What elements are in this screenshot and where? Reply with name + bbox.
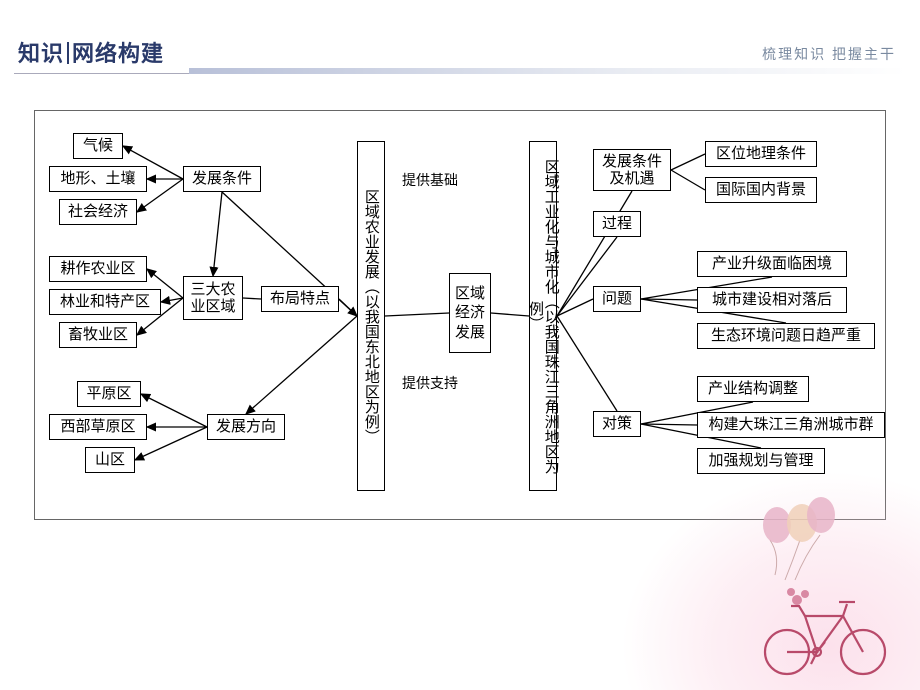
node-terrain: 地形、土壤 xyxy=(49,166,147,192)
node-forestry: 林业和特产区 xyxy=(49,289,161,315)
edge-ind_v-problem xyxy=(557,299,593,316)
node-mountain: 山区 xyxy=(85,447,135,473)
node-upgrade: 产业升级面临困境 xyxy=(697,251,847,277)
node-process: 过程 xyxy=(593,211,641,237)
node-grassland: 西部草原区 xyxy=(49,414,147,440)
diagram-frame: 气候地形、土壤社会经济 发展条件耕作农业区林业和特产区畜牧业区 三大农业区域布局特点… xyxy=(34,110,886,520)
bicycle-icon xyxy=(755,580,895,680)
node-restruct: 产业结构调整 xyxy=(697,376,809,402)
edge-devcond-threezone xyxy=(213,192,222,276)
node-planmgmt: 加强规划与管理 xyxy=(697,448,825,474)
header-gradient xyxy=(189,68,906,74)
edge-agri_v-econ_v xyxy=(385,313,449,316)
node-climate: 气候 xyxy=(73,133,123,159)
node-agri_v: 区域农业发展（以我国东北地区为例） xyxy=(357,141,385,491)
node-prdcity: 构建大珠江三角洲城市群 xyxy=(697,412,885,438)
edge-opp-geoloc xyxy=(671,154,705,170)
node-ind_v: 区域工业化与城市化（以我国珠江三角洲地区为例） xyxy=(529,141,557,491)
node-intlbg: 国际国内背景 xyxy=(705,177,817,203)
header: 知识网络构建 梳理知识 把握主干 xyxy=(14,34,906,74)
title-right: 网络构建 xyxy=(72,41,164,66)
edge-devdir-plain xyxy=(141,394,207,427)
edge-agri_v-devdir xyxy=(246,316,357,414)
header-subtitle: 梳理知识 把握主干 xyxy=(762,44,896,64)
node-econ_v: 区域经济发展 xyxy=(449,273,491,353)
node-livestock: 畜牧业区 xyxy=(59,322,137,348)
edge-econ_v-ind_v xyxy=(491,313,529,316)
node-opp: 发展条件及机遇 xyxy=(593,149,671,191)
node-devcond: 发展条件 xyxy=(183,166,261,192)
node-envworse: 生态环境问题日趋严重 xyxy=(697,323,875,349)
edge-layout-agri_v xyxy=(339,299,357,316)
edge-label-agri_v-devdir: 提供支持 xyxy=(402,373,458,393)
node-problem: 问题 xyxy=(593,286,641,312)
edge-problem-citylate xyxy=(641,299,697,300)
node-plain: 平原区 xyxy=(77,381,141,407)
edge-layout-threezone xyxy=(243,298,261,299)
title-left: 知识 xyxy=(18,41,64,66)
node-layout: 布局特点 xyxy=(261,286,339,312)
node-devdir: 发展方向 xyxy=(207,414,285,440)
node-strategy: 对策 xyxy=(593,411,641,437)
edge-threezone-forestry xyxy=(161,298,183,302)
node-socioecon: 社会经济 xyxy=(59,199,137,225)
edge-strategy-prdcity xyxy=(641,424,697,425)
node-threezone: 三大农业区域 xyxy=(183,276,243,320)
node-farming: 耕作农业区 xyxy=(49,256,147,282)
header-title: 知识网络构建 xyxy=(18,36,164,68)
edge-label-devcond-agri_v: 提供基础 xyxy=(402,170,458,190)
edge-ind_v-strategy xyxy=(557,316,617,411)
node-geoloc: 区位地理条件 xyxy=(705,141,817,167)
edge-opp-intlbg xyxy=(671,170,705,190)
node-citylate: 城市建设相对落后 xyxy=(697,287,847,313)
